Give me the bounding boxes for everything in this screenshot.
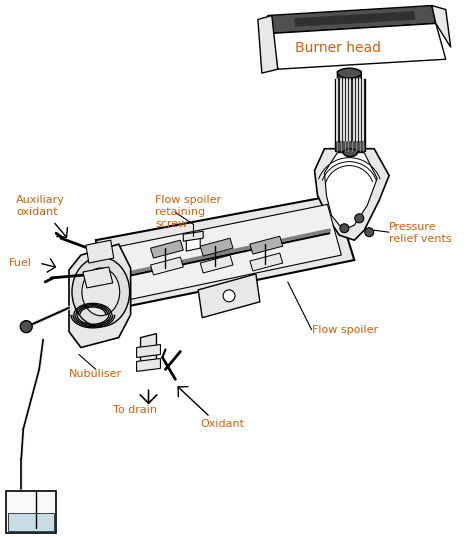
Ellipse shape <box>82 268 120 316</box>
Polygon shape <box>268 5 436 33</box>
Polygon shape <box>6 491 56 533</box>
Polygon shape <box>184 231 203 241</box>
Circle shape <box>340 224 349 233</box>
Polygon shape <box>137 345 160 358</box>
Ellipse shape <box>72 257 130 326</box>
Polygon shape <box>198 274 260 318</box>
Polygon shape <box>258 16 278 73</box>
Polygon shape <box>295 11 415 26</box>
Polygon shape <box>315 149 389 240</box>
Polygon shape <box>324 153 377 228</box>
Text: Flow spoiler
retaining
screw: Flow spoiler retaining screw <box>156 195 222 229</box>
Text: Auxiliary
oxidant: Auxiliary oxidant <box>16 195 65 217</box>
Polygon shape <box>335 79 365 141</box>
Polygon shape <box>186 233 200 251</box>
Polygon shape <box>272 24 446 69</box>
Polygon shape <box>250 236 283 254</box>
Circle shape <box>355 214 364 223</box>
Polygon shape <box>116 205 342 300</box>
Text: Pressure
relief vents: Pressure relief vents <box>389 222 452 244</box>
Polygon shape <box>150 257 184 275</box>
Text: Nubuliser: Nubuliser <box>69 369 122 380</box>
Polygon shape <box>200 238 233 256</box>
Polygon shape <box>9 512 54 532</box>
Polygon shape <box>150 240 184 258</box>
Polygon shape <box>200 255 233 273</box>
Circle shape <box>223 290 235 302</box>
Polygon shape <box>335 141 365 151</box>
Text: To drain: To drain <box>113 405 157 415</box>
Polygon shape <box>86 240 114 263</box>
Text: Burner head: Burner head <box>295 41 381 55</box>
Ellipse shape <box>343 149 357 157</box>
Polygon shape <box>69 244 131 347</box>
Text: Fuel: Fuel <box>9 258 32 268</box>
Polygon shape <box>250 253 283 271</box>
Polygon shape <box>337 71 361 86</box>
Ellipse shape <box>89 244 116 306</box>
Polygon shape <box>96 195 354 310</box>
Polygon shape <box>83 267 113 288</box>
Text: Flow spoiler: Flow spoiler <box>312 325 377 335</box>
Ellipse shape <box>337 68 361 78</box>
Text: Oxidant: Oxidant <box>200 419 244 429</box>
Polygon shape <box>140 333 157 364</box>
Circle shape <box>365 228 374 237</box>
Circle shape <box>20 321 32 332</box>
Polygon shape <box>432 5 451 47</box>
Polygon shape <box>137 359 160 372</box>
